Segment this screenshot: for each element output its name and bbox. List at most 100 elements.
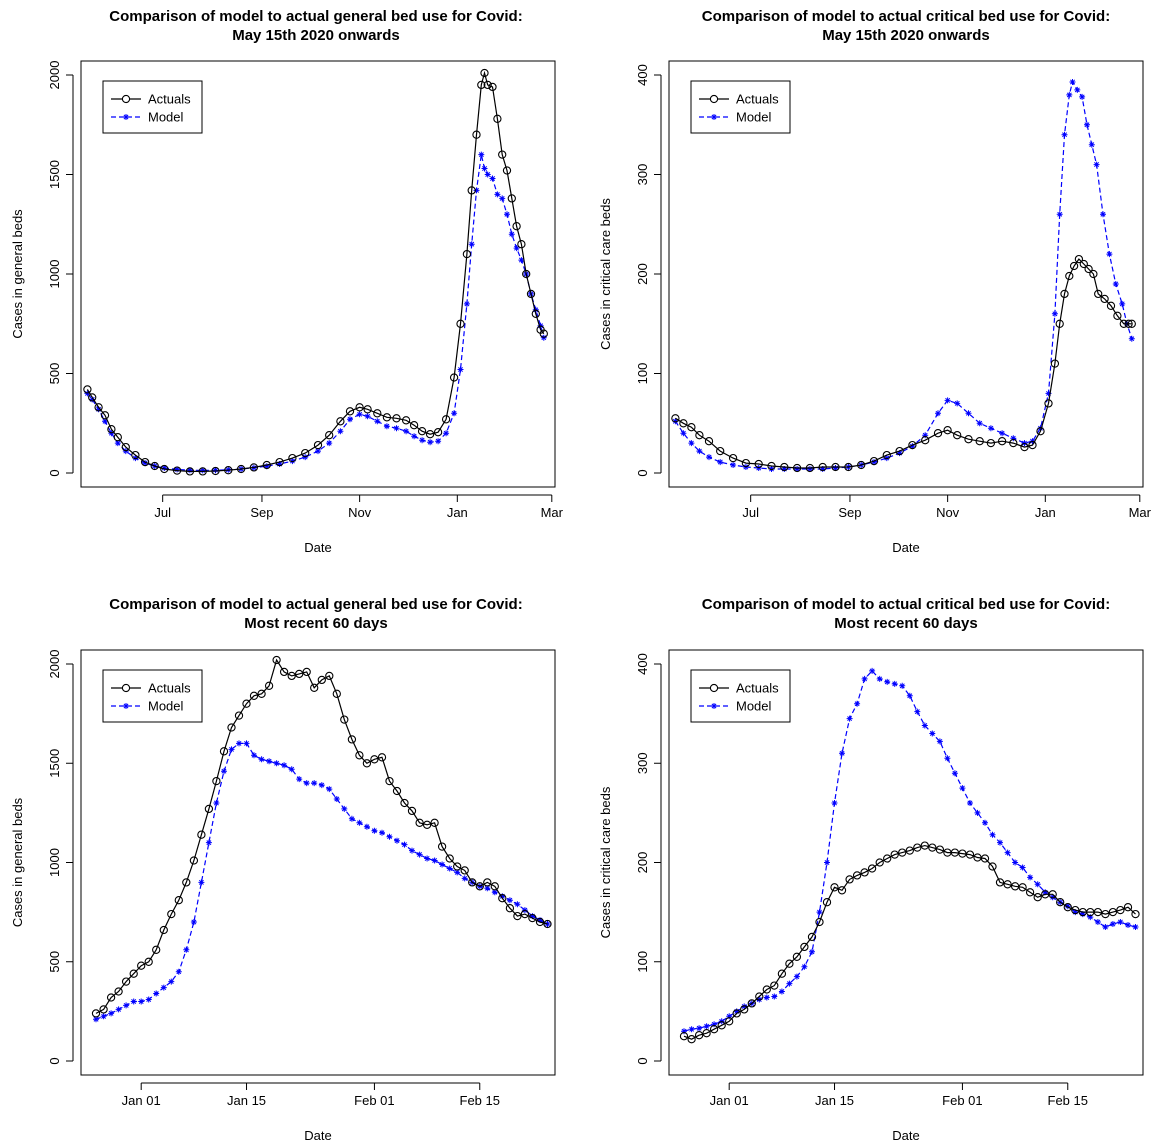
data-point-actuals — [236, 464, 246, 474]
data-point-model — [1049, 894, 1056, 901]
legend-swatch-marker — [711, 114, 717, 120]
data-point-model — [929, 730, 936, 737]
data-point-actuals — [762, 985, 771, 994]
data-point-actuals — [807, 932, 817, 942]
data-point-actuals — [1069, 261, 1079, 271]
data-point-model — [909, 443, 916, 450]
data-point-actuals — [401, 416, 411, 425]
plot-frame — [668, 649, 1144, 1076]
data-point-model — [914, 708, 921, 715]
data-point-model — [706, 454, 712, 461]
data-point-model — [1034, 881, 1041, 888]
data-point-model — [1072, 909, 1079, 916]
data-point-actuals — [875, 858, 884, 867]
data-point-model — [1112, 281, 1119, 287]
data-point-actuals — [921, 436, 930, 445]
data-point-actuals — [913, 843, 922, 852]
data-point-actuals — [336, 417, 345, 426]
data-point-actuals — [800, 942, 809, 952]
data-point-actuals — [694, 1031, 704, 1040]
data-point-model — [1064, 903, 1071, 910]
data-point-model — [347, 416, 353, 423]
data-point-actuals — [224, 466, 233, 475]
data-point-model — [228, 746, 235, 753]
data-point-actuals — [182, 878, 191, 887]
data-point-actuals — [121, 442, 130, 452]
x-tick-label: Feb 01 — [942, 1093, 982, 1108]
data-point-model — [513, 245, 520, 252]
data-point-actuals — [249, 691, 259, 700]
series-line-model — [86, 154, 545, 472]
data-point-actuals — [441, 415, 451, 424]
data-point-model — [160, 984, 167, 991]
data-point-model — [1004, 849, 1011, 856]
data-point-model — [416, 851, 423, 858]
data-point-model — [142, 460, 149, 467]
data-point-actuals — [392, 414, 401, 423]
y-tick-label: 1500 — [47, 749, 62, 778]
plot-frame — [668, 60, 1144, 488]
data-point-actuals — [741, 458, 751, 468]
data-point-actuals — [890, 850, 899, 859]
data-point-actuals — [1094, 289, 1103, 299]
data-point-model — [419, 437, 426, 444]
data-point-model — [824, 859, 830, 866]
chart-title-line-2: May 15th 2020 onwards — [822, 27, 990, 44]
data-point-actuals — [498, 150, 507, 159]
data-point-model — [303, 780, 310, 787]
legend-label: Model — [148, 699, 184, 714]
data-point-actuals — [262, 460, 271, 470]
data-point-actuals — [340, 715, 349, 724]
y-tick-label: 2000 — [47, 650, 62, 679]
data-point-model — [989, 831, 996, 838]
data-point-actuals — [905, 846, 914, 855]
data-point-model — [374, 418, 381, 425]
data-point-actuals — [417, 427, 427, 436]
chart-panel-2: Comparison of model to actual critical b… — [598, 8, 1152, 555]
data-point-actuals — [462, 249, 472, 259]
legend-box — [102, 80, 203, 134]
data-point-actuals — [732, 1009, 741, 1018]
data-point-actuals — [144, 957, 153, 966]
data-point-actuals — [531, 309, 540, 318]
data-point-actuals — [99, 1005, 108, 1014]
data-point-actuals — [415, 818, 424, 827]
y-tick-label: 0 — [635, 1057, 650, 1064]
data-point-actuals — [400, 798, 409, 808]
data-point-actuals — [709, 1025, 719, 1034]
data-point-model — [1125, 922, 1131, 928]
x-tick-label: Feb 15 — [460, 1093, 500, 1108]
data-point-model — [876, 675, 883, 682]
data-point-model — [936, 738, 943, 745]
data-point-actuals — [747, 999, 756, 1008]
data-point-model — [504, 211, 510, 218]
data-point-actuals — [965, 850, 975, 859]
data-point-model — [518, 257, 525, 264]
data-point-actuals — [433, 428, 443, 437]
data-point-actuals — [467, 186, 476, 195]
data-point-model — [778, 988, 785, 995]
data-point-model — [1061, 131, 1068, 138]
data-point-model — [944, 755, 951, 762]
data-point-actuals — [716, 446, 725, 456]
data-point-model — [153, 990, 160, 997]
data-point-model — [1079, 911, 1086, 918]
data-point-actuals — [1009, 438, 1018, 448]
data-point-model — [756, 996, 763, 1003]
data-point-actuals — [100, 411, 110, 420]
data-point-model — [896, 450, 903, 457]
data-point-actuals — [728, 453, 738, 463]
data-point-model — [922, 432, 929, 439]
data-point-actuals — [152, 945, 161, 954]
data-point-actuals — [770, 981, 779, 990]
data-point-actuals — [347, 735, 357, 744]
data-point-actuals — [204, 804, 214, 814]
series-model — [93, 740, 551, 1023]
data-point-actuals — [1093, 907, 1103, 917]
data-point-actuals — [1084, 264, 1093, 274]
data-point-actuals — [456, 319, 465, 328]
data-point-model — [337, 428, 344, 435]
y-axis-label: Cases in critical care beds — [598, 786, 613, 938]
data-point-actuals — [845, 875, 854, 884]
data-point-model — [832, 465, 839, 471]
